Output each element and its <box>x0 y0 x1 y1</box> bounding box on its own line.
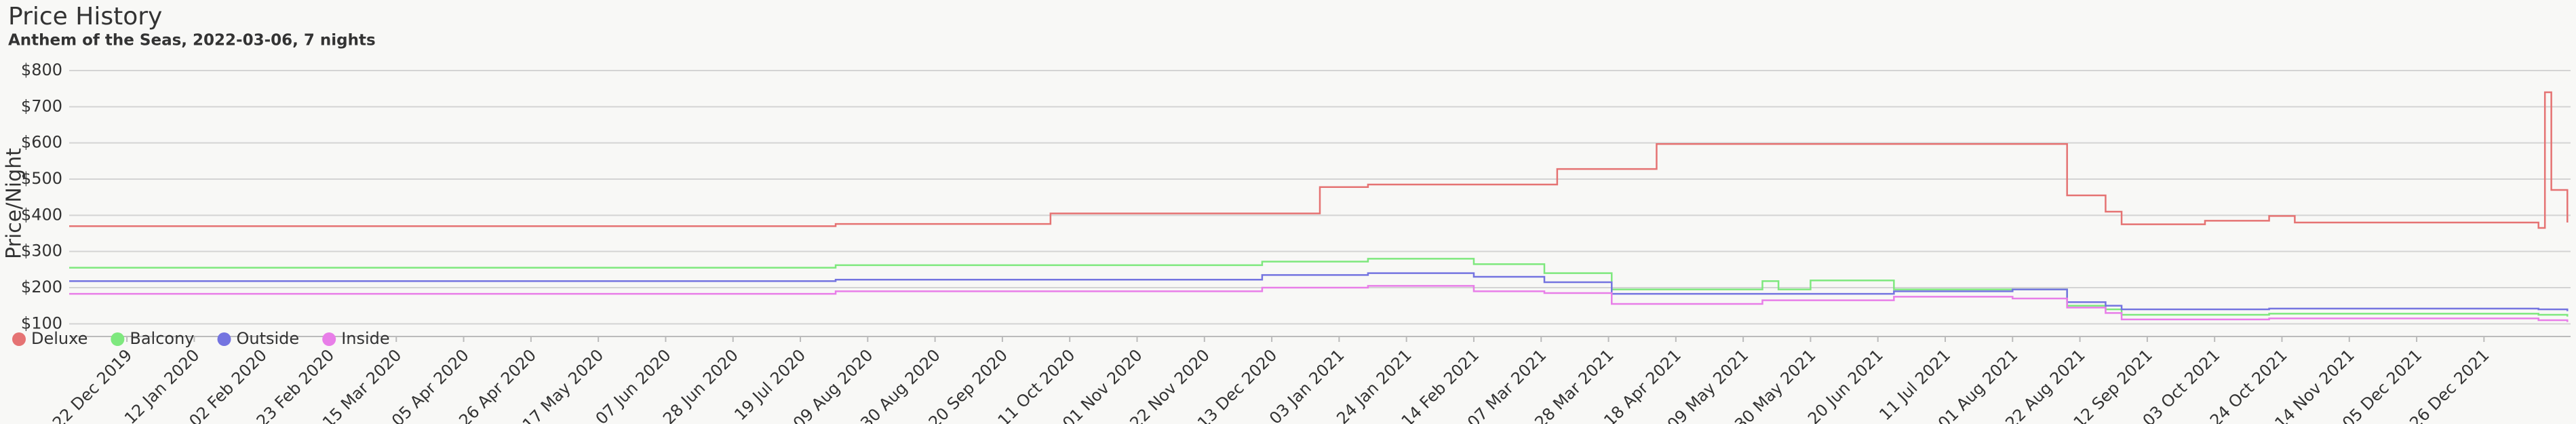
legend-item: Balcony <box>111 329 195 348</box>
y-tick-label: $800 <box>21 60 62 79</box>
y-tick-label: $300 <box>21 242 62 261</box>
y-axis-title: Price/Night <box>3 148 26 259</box>
legend-label: Inside <box>341 329 389 348</box>
series-line <box>69 285 2569 322</box>
y-tick-label: $200 <box>21 277 62 296</box>
legend-marker <box>217 332 231 346</box>
y-tick-label: $400 <box>21 205 62 224</box>
y-tick-label: $500 <box>21 169 62 188</box>
series-line <box>69 91 2569 229</box>
legend-label: Balcony <box>130 329 194 348</box>
chart-subtitle: Anthem of the Seas, 2022-03-06, 7 nights <box>8 32 376 50</box>
series-line <box>69 272 2569 311</box>
legend-label: Outside <box>237 329 300 348</box>
y-tick-label: $600 <box>21 133 62 152</box>
y-tick-label: $700 <box>21 96 62 115</box>
legend-marker <box>322 332 336 346</box>
legend-marker <box>12 332 26 346</box>
chart-title: Price History <box>8 3 162 31</box>
series-line <box>69 258 2569 317</box>
legend-item: Deluxe <box>12 329 87 348</box>
legend-marker <box>111 332 125 346</box>
legend-item: Outside <box>217 329 300 348</box>
legend-label: Deluxe <box>31 329 87 348</box>
y-tick-label: $100 <box>21 313 62 332</box>
legend-item: Inside <box>322 329 390 348</box>
